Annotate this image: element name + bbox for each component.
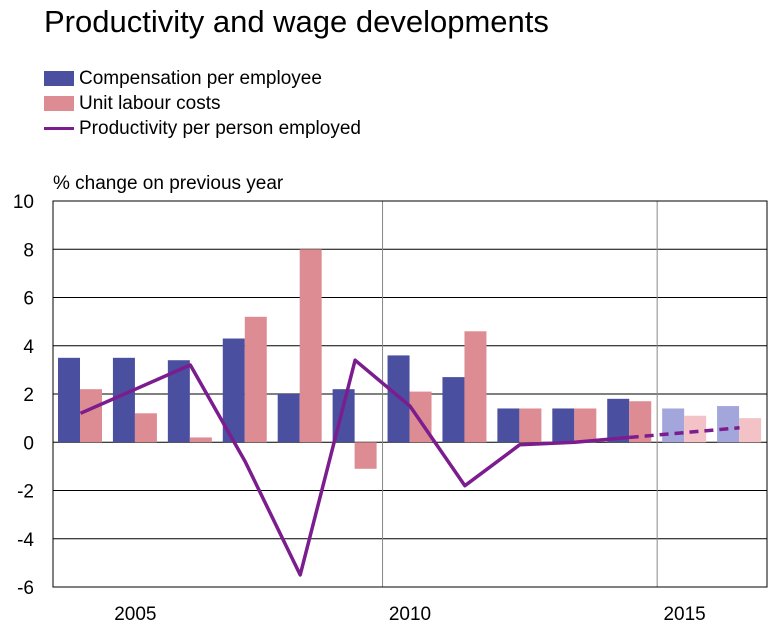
bar-compensation: [717, 406, 740, 443]
bar-unit-labour-costs: [189, 437, 212, 443]
bar-unit-labour-costs: [739, 418, 762, 443]
bar-compensation: [277, 394, 300, 443]
bar-unit-labour-costs: [134, 413, 157, 443]
legend-label-compensation: Compensation per employee: [79, 67, 322, 89]
legend-item-compensation: Compensation per employee: [44, 66, 361, 91]
bar-compensation: [497, 408, 520, 443]
line-productivity-projection: [629, 426, 740, 440]
plot-frame: [52, 200, 768, 588]
x-tick-label: 2005: [114, 604, 156, 625]
bar-compensation: [442, 377, 465, 443]
legend-item-productivity: Productivity per person employed: [44, 116, 361, 141]
bar-unit-labour-costs: [684, 415, 707, 443]
legend-line-productivity: [44, 127, 74, 130]
line-productivity: [79, 358, 630, 577]
bar-unit-labour-costs: [519, 408, 542, 443]
y-tick-label: -6: [17, 578, 34, 599]
y-axis-label: % change on previous year: [53, 173, 284, 194]
bar-compensation: [222, 338, 245, 443]
chart-title: Productivity and wage developments: [44, 4, 549, 39]
bar-compensation: [58, 357, 80, 443]
y-tick-label: 0: [23, 433, 34, 454]
bar-compensation: [607, 398, 630, 443]
y-tick-label: 6: [23, 289, 34, 310]
legend-label-productivity: Productivity per person employed: [79, 117, 361, 139]
y-tick-label: 8: [23, 240, 34, 261]
legend-item-unit-labour-costs: Unit labour costs: [44, 91, 361, 116]
bar-compensation: [387, 355, 410, 443]
bar-compensation: [552, 408, 575, 443]
bar-unit-labour-costs: [299, 249, 322, 443]
bar-compensation: [662, 408, 685, 443]
bar-compensation: [112, 357, 135, 443]
bar-unit-labour-costs: [80, 389, 102, 443]
chart-legend: Compensation per employee Unit labour co…: [44, 66, 361, 141]
bar-unit-labour-costs: [244, 316, 267, 443]
y-tick-label: -2: [17, 482, 34, 503]
y-tick-label: 2: [23, 385, 34, 406]
legend-swatch-unit-labour-costs: [44, 96, 74, 111]
bar-unit-labour-costs: [354, 442, 377, 469]
bar-compensation: [167, 360, 190, 443]
legend-label-unit-labour-costs: Unit labour costs: [79, 92, 221, 114]
legend-swatch-compensation: [44, 71, 74, 86]
bar-unit-labour-costs: [629, 401, 652, 443]
x-tick-label: 2015: [663, 604, 705, 625]
x-tick-label: 2010: [389, 604, 431, 625]
y-tick-label: 4: [23, 337, 34, 358]
y-tick-label: 10: [13, 192, 34, 213]
y-tick-label: -4: [17, 530, 34, 551]
bar-unit-labour-costs: [464, 331, 487, 443]
bar-unit-labour-costs: [574, 408, 597, 443]
